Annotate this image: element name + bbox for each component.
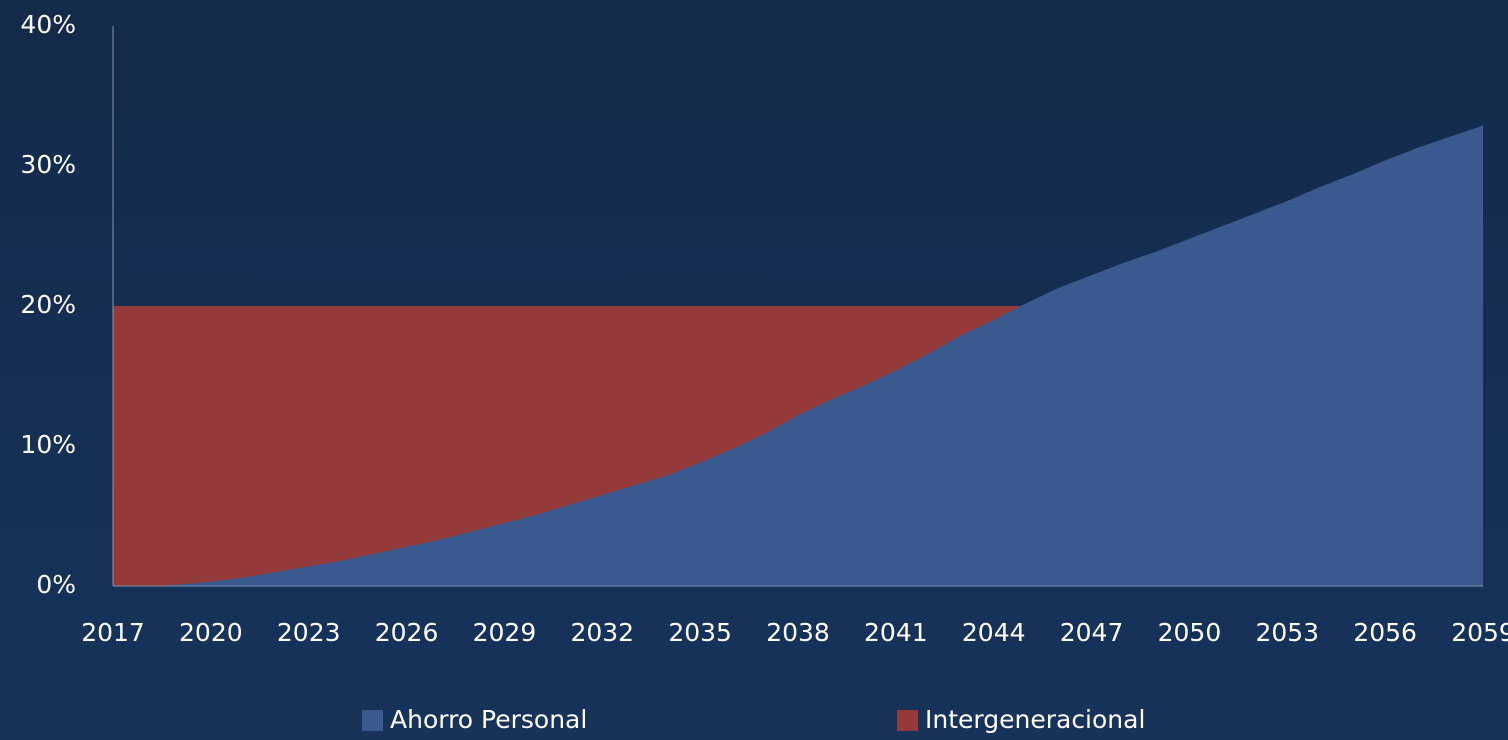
legend-label: Intergeneracional <box>925 705 1145 734</box>
legend-swatch <box>897 710 918 731</box>
x-tick-label: 2059 <box>1451 618 1508 647</box>
x-tick-label: 2056 <box>1353 618 1417 647</box>
legend-swatch <box>362 710 383 731</box>
x-tick-label: 2017 <box>81 618 145 647</box>
x-tick-label: 2044 <box>962 618 1026 647</box>
x-tick-label: 2032 <box>570 618 634 647</box>
x-tick-label: 2047 <box>1060 618 1124 647</box>
legend-label: Ahorro Personal <box>390 705 587 734</box>
x-tick-label: 2050 <box>1158 618 1222 647</box>
y-tick-label: 40% <box>20 10 76 39</box>
x-tick-label: 2023 <box>277 618 341 647</box>
x-tick-label: 2029 <box>473 618 537 647</box>
area <box>113 125 1483 587</box>
x-tick-label: 2026 <box>375 618 439 647</box>
x-tick-label: 2038 <box>766 618 830 647</box>
y-tick-label: 30% <box>20 150 76 179</box>
y-tick-label: 10% <box>20 430 76 459</box>
x-tick-label: 2035 <box>668 618 732 647</box>
x-tick-label: 2020 <box>179 618 243 647</box>
x-tick-label: 2053 <box>1255 618 1319 647</box>
y-tick-label: 0% <box>36 570 76 599</box>
y-tick-label: 20% <box>20 290 76 319</box>
x-tick-label: 2041 <box>864 618 928 647</box>
